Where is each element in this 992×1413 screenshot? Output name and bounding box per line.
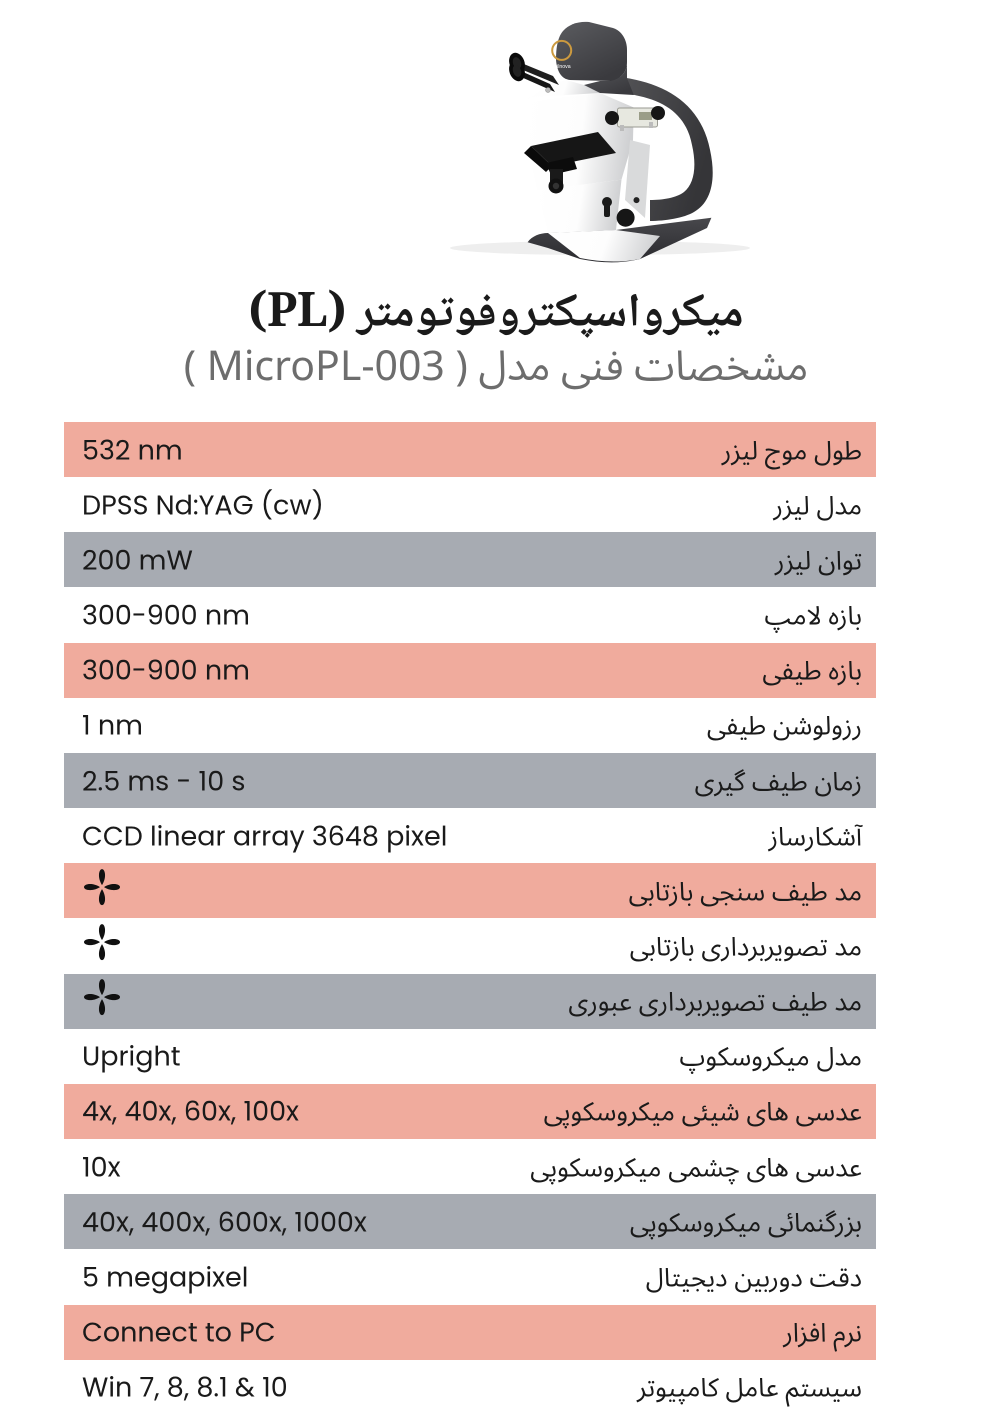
svg-text:Scilnova: Scilnova	[551, 64, 571, 70]
